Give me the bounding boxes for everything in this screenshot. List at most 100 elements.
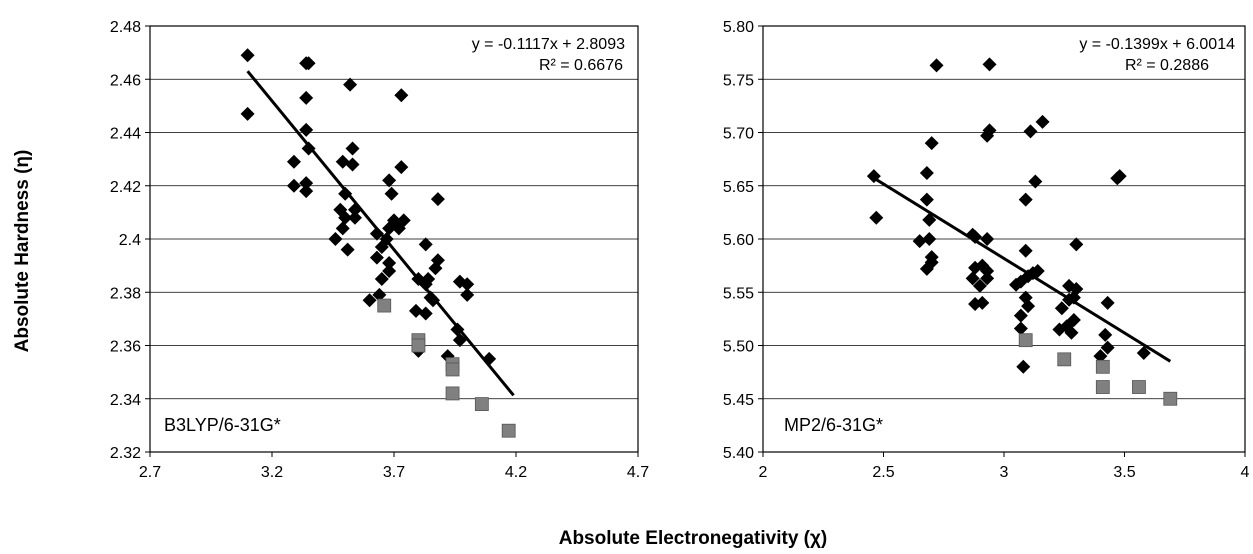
data-point-diamond xyxy=(394,88,409,103)
y-tick-label: 5.75 xyxy=(723,72,754,89)
data-point-diamond xyxy=(286,154,301,169)
r-squared-label: R² = 0.2886 xyxy=(1125,57,1209,74)
data-point-diamond xyxy=(369,250,384,265)
data-point-diamond xyxy=(919,261,934,276)
data-point-diamond xyxy=(975,295,990,310)
data-point-diamond xyxy=(418,277,433,292)
data-point-diamond xyxy=(343,77,358,92)
chart-mp2: 5.40 5.45 5.50 5.55 5.60 5.65 5.70 5.75 5.80 2 2.5… xyxy=(723,19,1250,481)
data-point-diamond xyxy=(299,122,314,137)
data-point-diamond xyxy=(372,287,387,302)
data-point-diamond xyxy=(396,213,411,228)
data-point-diamond xyxy=(1018,192,1033,207)
data-point-diamond xyxy=(982,123,997,138)
data-point-diamond xyxy=(338,210,353,225)
data-point-diamond xyxy=(240,106,255,121)
data-point-diamond xyxy=(394,160,409,175)
data-point-diamond xyxy=(452,333,467,348)
data-point-diamond xyxy=(968,229,983,244)
y-tick-label: 2.42 xyxy=(110,179,141,196)
x-tick-label: 3.7 xyxy=(383,464,405,481)
x-tick-label: 4 xyxy=(1241,464,1250,481)
data-point-diamond xyxy=(335,154,350,169)
x-tick-label: 4.7 xyxy=(627,464,649,481)
x-tick-label: 3.2 xyxy=(261,464,283,481)
data-point-diamond xyxy=(299,184,314,199)
plot-frame xyxy=(762,25,1246,453)
data-point-diamond xyxy=(869,210,884,225)
data-point-diamond xyxy=(382,255,397,270)
data-point-diamond xyxy=(1013,321,1028,336)
data-point-diamond xyxy=(1100,340,1115,355)
data-point-diamond xyxy=(299,90,314,105)
data-point-diamond xyxy=(924,136,939,151)
data-point-diamond xyxy=(982,57,997,72)
data-point-diamond xyxy=(338,186,353,201)
data-point-diamond xyxy=(460,277,475,292)
data-point-diamond xyxy=(1066,312,1081,327)
data-point-square xyxy=(411,338,426,353)
data-point-square xyxy=(1057,352,1072,367)
data-point-diamond xyxy=(345,157,360,172)
y-tick-label: 5.65 xyxy=(723,179,754,196)
data-point-square xyxy=(474,397,489,411)
data-point-diamond xyxy=(1018,243,1033,258)
data-point-diamond xyxy=(301,56,316,71)
y-tick-label: 2.32 xyxy=(110,445,141,462)
y-tick-label: 2.34 xyxy=(110,392,141,409)
data-point-diamond xyxy=(1093,349,1108,364)
data-point-diamond xyxy=(430,253,445,268)
plot-area: 5.40 5.45 5.50 5.55 5.60 5.65 5.70 5.75 5.80 2 2.5… xyxy=(723,19,1250,481)
data-point-diamond xyxy=(362,293,377,308)
x-tick-label: 2.5 xyxy=(872,464,894,481)
data-point-diamond xyxy=(1098,327,1113,342)
data-point-diamond xyxy=(347,210,362,225)
data-point-diamond xyxy=(345,141,360,156)
data-point-diamond xyxy=(980,232,995,246)
data-point-square xyxy=(377,298,392,313)
data-point-diamond xyxy=(1136,345,1151,360)
data-point-diamond xyxy=(340,242,355,257)
y-tick-label: 2.44 xyxy=(110,126,141,143)
data-point-diamond xyxy=(1016,359,1031,374)
chart-b3lyp: 2.32 2.34 2.36 2.38 2.4 2.42 2.44 2.46 2.48 2.7 3.… xyxy=(110,19,649,481)
plot-frame xyxy=(149,25,639,453)
data-point-diamond xyxy=(408,303,423,318)
data-point-diamond xyxy=(1110,171,1125,186)
y-tick-label: 2.36 xyxy=(110,339,141,356)
data-point-diamond xyxy=(369,226,384,241)
data-point-diamond xyxy=(418,237,433,252)
y-tick-label: 2.46 xyxy=(110,72,141,89)
data-point-diamond xyxy=(382,173,397,188)
data-point-diamond xyxy=(1028,174,1043,189)
data-point-diamond xyxy=(1054,301,1069,316)
data-point-square xyxy=(1018,333,1033,348)
data-point-diamond xyxy=(1013,308,1028,323)
y-tick-label: 5.70 xyxy=(723,126,754,143)
data-point-square xyxy=(445,362,460,377)
data-point-square xyxy=(1095,359,1110,374)
data-point-diamond xyxy=(384,186,399,201)
y-tick-label: 5.45 xyxy=(723,392,754,409)
data-point-diamond xyxy=(382,221,397,236)
y-tick-label: 5.80 xyxy=(723,19,754,36)
data-point-diamond xyxy=(919,165,934,180)
data-point-square xyxy=(1163,391,1178,406)
data-point-diamond xyxy=(1100,295,1115,310)
x-tick-label: 3 xyxy=(1000,464,1009,481)
y-axis-title: Absolute Hardness (η) xyxy=(12,150,33,353)
y-tick-label: 5.40 xyxy=(723,445,754,462)
data-point-diamond xyxy=(972,278,987,293)
data-point-diamond xyxy=(335,221,350,236)
data-point-square xyxy=(1095,380,1110,394)
y-tick-label: 5.55 xyxy=(723,285,754,302)
data-point-diamond xyxy=(460,287,475,302)
data-point-diamond xyxy=(912,234,927,249)
data-point-diamond xyxy=(965,271,980,286)
data-point-diamond xyxy=(374,271,389,286)
data-point-square xyxy=(501,423,516,438)
data-point-diamond xyxy=(1021,299,1036,314)
data-point-diamond xyxy=(980,271,995,286)
data-point-diamond xyxy=(382,263,397,278)
